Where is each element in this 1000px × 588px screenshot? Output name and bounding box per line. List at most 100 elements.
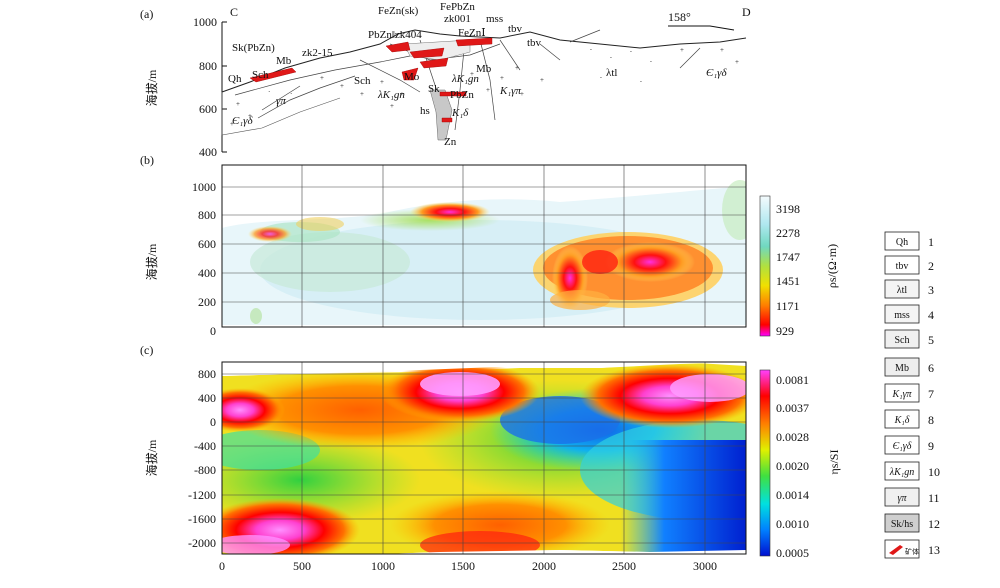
- panel-b-grid: [222, 165, 746, 327]
- svg-text:λK₁gn: λK₁gn: [889, 467, 914, 478]
- svg-text:4: 4: [928, 308, 934, 322]
- geo-label-zn: Zn: [444, 136, 457, 148]
- panel-b-tick-400: 400: [198, 266, 216, 280]
- panel-a-tick-400: 400: [199, 145, 217, 159]
- panel-a-label: (a): [140, 7, 153, 21]
- svg-text:ᵕ: ᵕ: [610, 54, 612, 62]
- geo-label-e1-gamma-delta-2: Є₁γδ: [706, 67, 728, 79]
- panel-c-tick-neg1600: -1600: [188, 512, 216, 526]
- res-tick-1171: 1171: [776, 299, 800, 313]
- panel-c-susceptibility: (c): [140, 343, 841, 573]
- svg-text:6: 6: [928, 361, 934, 375]
- susceptibility-colorbar: [759, 369, 771, 557]
- svg-text:1: 1: [928, 235, 934, 249]
- susceptibility-colorbar-label: ηs/SI: [827, 450, 841, 475]
- panel-a-geology: (a) C D 158° 1000 800 600 400 海拔/m: [140, 1, 751, 159]
- geo-label-mb-2: Mb: [476, 63, 492, 75]
- res-tick-1747: 1747: [776, 250, 800, 264]
- resistivity-colorbar-label: ρs/(Ω·m): [825, 244, 839, 288]
- geo-label-zk001: zk001: [444, 13, 471, 25]
- panel-a-tick-800: 800: [199, 59, 217, 73]
- eta-tick-0014: 0.0014: [776, 488, 809, 502]
- svg-text:ᵕ: ᵕ: [590, 46, 592, 54]
- geo-label-e1-gamma-delta: Є₁γδ: [232, 115, 254, 127]
- topography-line: [221, 29, 747, 93]
- res-tick-929: 929: [776, 324, 794, 338]
- svg-text:8: 8: [928, 413, 934, 427]
- section-end-c: C: [230, 5, 238, 19]
- geo-label-sk-pbzn: Sk(PbZn): [232, 42, 275, 54]
- svg-text:·: ·: [290, 90, 292, 98]
- geo-label-zk2-15: zk2-15: [302, 47, 333, 59]
- section-end-d: D: [742, 5, 751, 19]
- geo-label-mo: Mo: [404, 71, 420, 83]
- geo-label-k1-delta: K₁δ: [451, 107, 469, 119]
- panel-c-grid: [222, 362, 746, 554]
- panel-b-y-axis-label: 海拔/m: [144, 243, 159, 280]
- legend-item-11: γπ 11: [884, 487, 940, 507]
- legend-item-1: Qh 1: [884, 231, 934, 251]
- svg-text:tbv: tbv: [896, 261, 909, 272]
- svg-text:Qh: Qh: [896, 237, 908, 248]
- legend-item-6: Mb 6: [884, 357, 934, 377]
- eta-tick-0020: 0.0020: [776, 459, 809, 473]
- svg-text:ᵕ: ᵕ: [650, 58, 652, 66]
- panel-a-tick-1000: 1000: [193, 15, 217, 29]
- legend-item-13: 矿体 13: [884, 539, 940, 559]
- geo-label-mb: Mb: [276, 55, 292, 67]
- lithology-pattern: + + + · · · + + + + + + + + + + + + ᵕ ᵕ ᵕ ᵕ ᵕ ᵕ + + +: [230, 46, 739, 128]
- legend-item-2: tbv 2: [884, 255, 934, 275]
- azimuth-label: 158°: [668, 10, 691, 24]
- svg-text:7: 7: [928, 387, 934, 401]
- svg-text:12: 12: [928, 517, 940, 531]
- svg-text:+: +: [540, 76, 544, 84]
- svg-text:+: +: [520, 90, 524, 98]
- svg-text:K₁δ: K₁δ: [894, 415, 910, 426]
- legend-item-10: λK₁gn 10: [884, 461, 940, 481]
- svg-text:矿体: 矿体: [905, 547, 919, 556]
- eta-tick-0005: 0.0005: [776, 546, 809, 560]
- panel-c-y-ticks: 800 400 0 -400 -800 -1200 -1600 -2000: [188, 367, 216, 550]
- svg-text:Sch: Sch: [895, 335, 910, 346]
- geo-label-pbzn-zk404: PbZn‖zk404: [368, 29, 422, 41]
- svg-text:13: 13: [928, 543, 940, 557]
- eta-tick-0010: 0.0010: [776, 517, 809, 531]
- svg-text:Mb: Mb: [895, 363, 909, 374]
- geo-label-lambda-k1gn: λK₁gn: [377, 89, 405, 101]
- x-axis-ticks: 0 500 1000 1500 2000 2500 3000: [219, 559, 717, 573]
- legend-item-3: λtl 3: [884, 279, 934, 299]
- geology-labels: Sk(PbZn) Mb zk2-15 Qh Sch γπ Є₁γδ FeZn(s…: [228, 1, 728, 148]
- svg-text:+: +: [735, 58, 739, 66]
- legend-item-8: K₁δ 8: [884, 409, 934, 429]
- svg-text:+: +: [680, 46, 684, 54]
- eta-tick-0037: 0.0037: [776, 401, 809, 415]
- x-tick-2500: 2500: [612, 559, 636, 573]
- skarn-body: [429, 89, 453, 141]
- svg-text:+: +: [248, 112, 252, 120]
- azimuth-arrow-icon: [668, 25, 735, 31]
- legend-item-7: K₁γπ 7: [884, 383, 934, 403]
- geo-label-sch: Sch: [252, 69, 269, 81]
- geo-label-hs: hs: [420, 105, 430, 117]
- legend: Qh 1 tbv 2 λtl 3 mss 4 Sch 5 Mb 6: [884, 231, 940, 559]
- resistivity-colorbar-ticks: 3198 2278 1747 1451 1171 929: [776, 202, 800, 338]
- x-tick-3000: 3000: [693, 559, 717, 573]
- geo-label-tbv: tbv: [508, 23, 523, 35]
- x-tick-500: 500: [293, 559, 311, 573]
- panel-c-tick-neg800: -800: [194, 463, 216, 477]
- panel-c-tick-neg1200: -1200: [188, 488, 216, 502]
- panel-b-resistivity: (b): [140, 153, 839, 338]
- svg-text:ᵕ: ᵕ: [640, 78, 642, 86]
- svg-text:+: +: [500, 74, 504, 82]
- svg-text:·: ·: [276, 100, 278, 108]
- panel-a-tick-600: 600: [199, 102, 217, 116]
- geo-label-lambda-tl: λtl: [606, 67, 617, 79]
- geo-label-gamma-pi: γπ: [276, 95, 286, 107]
- susceptibility-field: [222, 362, 746, 554]
- svg-text:K₁γπ: K₁γπ: [891, 389, 912, 400]
- ore-bodies: [249, 37, 493, 123]
- geo-label-sch-2: Sch: [354, 75, 371, 87]
- svg-text:+: +: [320, 74, 324, 82]
- panel-b-tick-600: 600: [198, 237, 216, 251]
- susceptibility-colorbar-ticks: 0.0081 0.0037 0.0028 0.0020 0.0014 0.001…: [776, 373, 809, 560]
